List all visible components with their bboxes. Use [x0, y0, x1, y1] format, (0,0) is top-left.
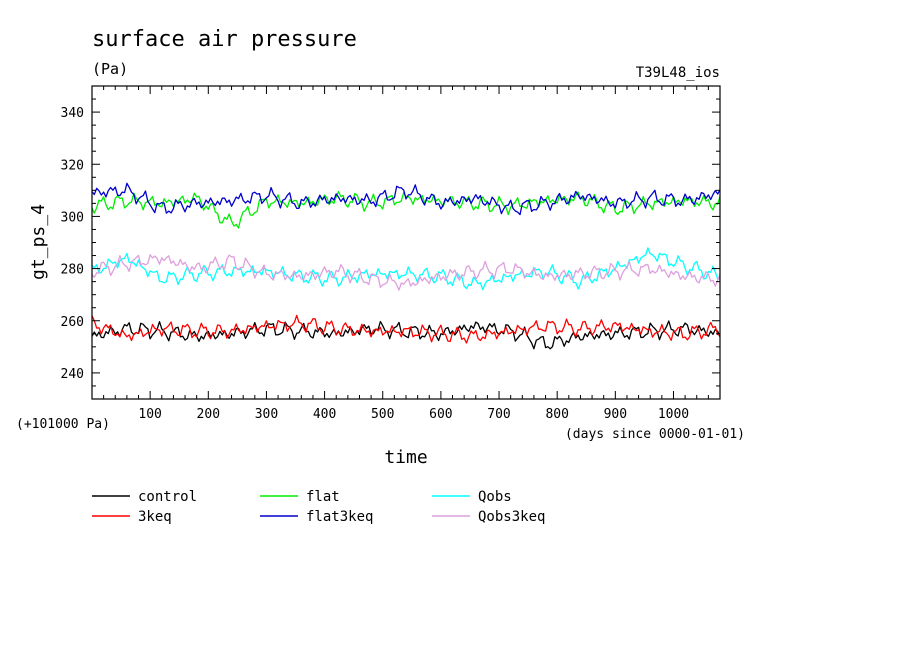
y-tick-label: 280: [61, 263, 84, 278]
units-label: (Pa): [92, 60, 128, 78]
axis-layer: 100 200 300 400 500 600 700 800 900 1000 240 260 280…: [61, 85, 721, 422]
legend-label: control: [138, 489, 197, 505]
x-tick-label: 600: [429, 407, 452, 422]
x-tick-label: 400: [313, 407, 336, 422]
plot-frame: [91, 85, 721, 400]
x-units-note: (days since 0000-01-01): [565, 427, 745, 442]
x-tick-label: 900: [604, 407, 627, 422]
series-line-qobs3keq: [91, 254, 721, 291]
series-line-flat3keq: [91, 182, 721, 216]
legend-label: Qobs: [478, 489, 512, 505]
x-tick-label: 1000: [658, 407, 689, 422]
series-layer: [91, 182, 721, 350]
x-tick-label: 700: [487, 407, 510, 422]
x-tick-label: 800: [545, 407, 568, 422]
x-tick-label: 500: [371, 407, 394, 422]
y-tick-label: 240: [61, 367, 84, 382]
x-tick-label: 100: [138, 407, 161, 422]
y-tick-label: 320: [61, 158, 84, 173]
legend-label: 3keq: [138, 509, 172, 525]
legend-label: flat3keq: [306, 509, 373, 525]
y-tick-label: 300: [61, 210, 84, 225]
x-axis-label: time: [384, 447, 427, 468]
y-tick-label: 260: [61, 315, 84, 330]
run-label: T39L48_ios: [636, 65, 720, 81]
x-tick-label: 200: [197, 407, 220, 422]
y-axis-label: gt_ps_4: [28, 204, 49, 280]
legend: control 3keq flat flat3keq Qobs Qobs3keq: [92, 489, 545, 525]
y-offset-note: (+101000 Pa): [16, 417, 110, 432]
x-tick-label: 300: [255, 407, 278, 422]
chart-title: surface air pressure: [92, 27, 357, 52]
y-tick-label: 340: [61, 106, 84, 121]
legend-label: Qobs3keq: [478, 509, 545, 525]
series-line-3keq: [91, 314, 721, 344]
legend-label: flat: [306, 489, 340, 505]
